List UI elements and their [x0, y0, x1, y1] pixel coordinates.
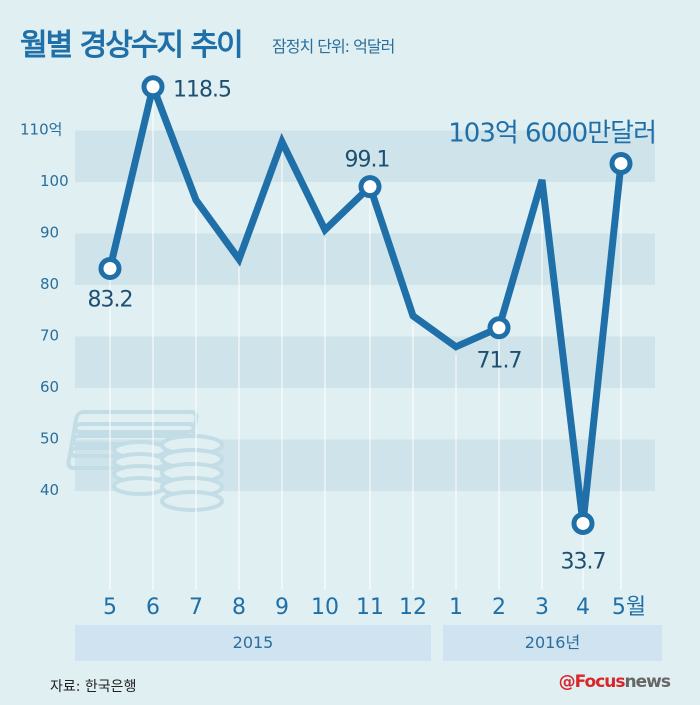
coin-icon: [112, 476, 168, 496]
y-tick-label: 100: [40, 172, 69, 190]
data-point: [487, 316, 511, 340]
y-tick-label: 70: [40, 327, 59, 345]
data-point: [571, 511, 595, 535]
y-tick-label: 90: [40, 224, 59, 242]
y-tick-label: 50: [40, 430, 59, 448]
focusnews-logo: @Focusnews: [558, 672, 671, 692]
chart-subtitle: 잠정치 단위: 억달러: [272, 37, 395, 56]
chart-title: 월별 경상수지 추이: [20, 28, 244, 63]
x-tick-label: 6: [146, 595, 160, 620]
data-label: 99.1: [345, 148, 390, 173]
grid-band: [75, 233, 655, 285]
x-tick-label: 2: [492, 595, 506, 620]
x-tick-label: 3: [535, 595, 549, 620]
y-tick-label: 60: [40, 378, 59, 396]
x-tick-label: 12: [399, 595, 427, 620]
data-label: 118.5: [173, 78, 231, 103]
data-point: [141, 75, 165, 99]
y-tick-label: 110억: [20, 121, 62, 139]
data-point: [358, 175, 382, 199]
x-tick-label: 9: [275, 595, 289, 620]
x-tick-label: 5월: [612, 595, 646, 620]
source-note: 자료: 한국은행: [50, 679, 137, 695]
data-label: 83.2: [88, 288, 133, 313]
x-tick-label: 11: [356, 595, 384, 620]
data-label: 33.7: [561, 549, 606, 574]
year-label-2015: 2015: [75, 625, 431, 661]
x-tick-label: 10: [311, 595, 339, 620]
y-tick-label: 40: [40, 481, 59, 499]
x-tick-label: 1: [449, 595, 463, 620]
data-point: [98, 257, 122, 281]
data-label: 103억 6000만달러: [448, 118, 656, 148]
data-label: 71.7: [477, 349, 522, 374]
x-tick-label: 8: [232, 595, 246, 620]
x-tick-label: 7: [189, 595, 203, 620]
coin-icon: [160, 490, 224, 512]
y-tick-label: 80: [40, 275, 59, 293]
year-label-2016: 2016년: [443, 625, 662, 661]
x-tick-label: 4: [576, 595, 590, 620]
x-tick-label: 5: [103, 595, 117, 620]
data-point: [609, 151, 633, 175]
